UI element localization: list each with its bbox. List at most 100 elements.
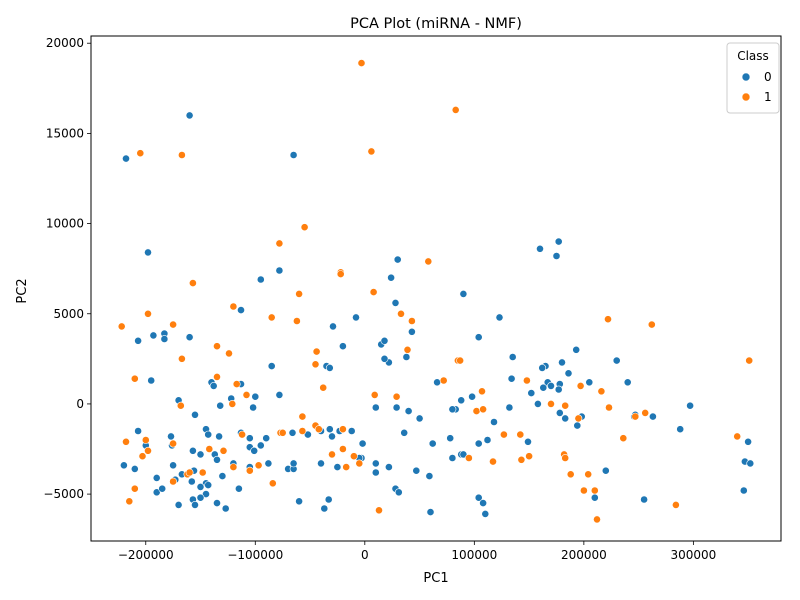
scatter-point-class-0 — [590, 493, 599, 502]
scatter-point-class-0 — [402, 353, 411, 361]
scatter-point-class-1 — [242, 390, 251, 399]
scatter-point-class-0 — [428, 439, 437, 448]
scatter-point-class-1 — [232, 380, 241, 388]
scatter-point-class-1 — [169, 439, 177, 448]
scatter-point-class-0 — [527, 389, 536, 397]
legend-title: Class — [737, 49, 769, 63]
scatter-point-class-1 — [314, 425, 323, 434]
scatter-point-class-0 — [448, 454, 457, 462]
scatter-point-class-1 — [631, 412, 640, 421]
scatter-point-class-0 — [209, 381, 218, 390]
legend-marker-class-1 — [741, 92, 751, 102]
scatter-point-class-1 — [561, 401, 570, 410]
scatter-point-class-0 — [457, 396, 466, 405]
scatter-point-class-0 — [394, 488, 403, 497]
y-tick-label: −5000 — [43, 487, 84, 501]
scatter-point-class-1 — [117, 322, 126, 331]
scatter-point-class-0 — [558, 358, 566, 367]
scatter-point-class-0 — [289, 459, 298, 468]
scatter-point-class-1 — [267, 313, 276, 322]
scatter-point-class-0 — [160, 335, 169, 343]
scatter-point-class-0 — [686, 401, 694, 410]
scatter-point-class-0 — [483, 436, 492, 444]
scatter-point-class-1 — [576, 381, 585, 390]
scatter-point-class-1 — [169, 477, 177, 486]
scatter-point-class-1 — [268, 479, 277, 488]
scatter-point-class-0 — [446, 434, 455, 443]
scatter-point-class-1 — [733, 432, 742, 441]
scatter-point-class-1 — [547, 399, 555, 408]
scatter-point-class-0 — [380, 336, 389, 345]
scatter-point-class-1 — [641, 408, 650, 417]
scatter-point-class-1 — [228, 399, 237, 408]
scatter-point-class-1 — [342, 463, 351, 471]
scatter-point-class-1 — [367, 147, 376, 156]
scatter-point-class-0 — [387, 273, 395, 282]
scatter-point-class-1 — [566, 470, 575, 479]
scatter-point-class-0 — [554, 237, 563, 246]
scatter-point-class-0 — [134, 427, 142, 435]
scatter-point-class-0 — [474, 493, 483, 502]
scatter-point-class-0 — [676, 425, 685, 434]
scatter-point-class-1 — [176, 401, 185, 410]
scatter-point-class-0 — [539, 383, 548, 392]
scatter-point-class-0 — [585, 378, 594, 387]
scatter-point-class-1 — [229, 463, 238, 471]
scatter-point-class-0 — [352, 313, 360, 322]
scatter-point-class-0 — [325, 363, 334, 372]
scatter-point-class-0 — [188, 446, 197, 455]
scatter-point-class-1 — [275, 239, 284, 248]
scatter-point-class-0 — [262, 434, 271, 443]
scatter-point-class-0 — [202, 490, 210, 498]
scatter-point-class-1 — [516, 430, 525, 439]
scatter-point-class-1 — [125, 497, 134, 506]
scatter-point-class-1 — [338, 445, 347, 453]
scatter-point-class-0 — [134, 336, 142, 345]
y-tick-label: 20000 — [46, 36, 84, 50]
scatter-point-class-0 — [479, 499, 487, 507]
scatter-point-class-0 — [256, 441, 265, 450]
scatter-point-class-1 — [370, 390, 379, 399]
scatter-point-class-1 — [672, 500, 680, 509]
scatter-point-class-1 — [328, 450, 336, 459]
scatter-point-class-0 — [267, 362, 276, 370]
scatter-point-class-0 — [649, 412, 657, 421]
scatter-point-class-0 — [333, 463, 342, 471]
plot-area-frame — [90, 35, 782, 542]
scatter-point-class-1 — [219, 446, 228, 455]
scatter-point-class-0 — [158, 484, 167, 493]
scatter-point-class-1 — [424, 257, 433, 266]
scatter-point-class-0 — [234, 484, 243, 493]
scatter-point-class-0 — [552, 252, 561, 260]
scatter-point-class-0 — [371, 459, 380, 468]
scatter-point-class-0 — [384, 463, 393, 471]
scatter-point-class-0 — [392, 403, 401, 412]
scatter-point-class-1 — [185, 468, 194, 477]
scatter-point-class-1 — [169, 320, 177, 329]
scatter-point-class-0 — [204, 481, 213, 489]
scatter-point-class-0 — [249, 403, 257, 412]
scatter-point-class-1 — [141, 436, 150, 444]
scatter-point-class-0 — [328, 432, 336, 441]
scatter-point-class-0 — [623, 378, 632, 387]
scatter-point-class-0 — [612, 356, 621, 365]
scatter-point-class-1 — [561, 454, 570, 462]
scatter-point-class-0 — [320, 504, 329, 513]
scatter-point-class-0 — [221, 504, 230, 513]
scatter-point-class-1 — [604, 315, 612, 324]
scatter-point-class-1 — [369, 288, 378, 296]
scatter-point-class-1 — [593, 515, 601, 524]
scatter-point-class-1 — [357, 59, 366, 67]
scatter-point-class-1 — [574, 414, 583, 423]
scatter-point-class-0 — [245, 434, 254, 443]
scatter-point-class-1 — [295, 289, 303, 298]
scatter-point-class-1 — [338, 425, 347, 434]
scatter-point-class-1 — [472, 407, 481, 415]
scatter-point-class-0 — [216, 401, 225, 410]
scatter-point-class-0 — [524, 437, 532, 446]
scatter-point-class-0 — [191, 410, 199, 419]
scatter-point-class-0 — [289, 151, 298, 159]
scatter-point-class-0 — [204, 430, 213, 439]
legend-marker-class-0 — [741, 72, 751, 82]
scatter-point-class-0 — [400, 428, 409, 437]
